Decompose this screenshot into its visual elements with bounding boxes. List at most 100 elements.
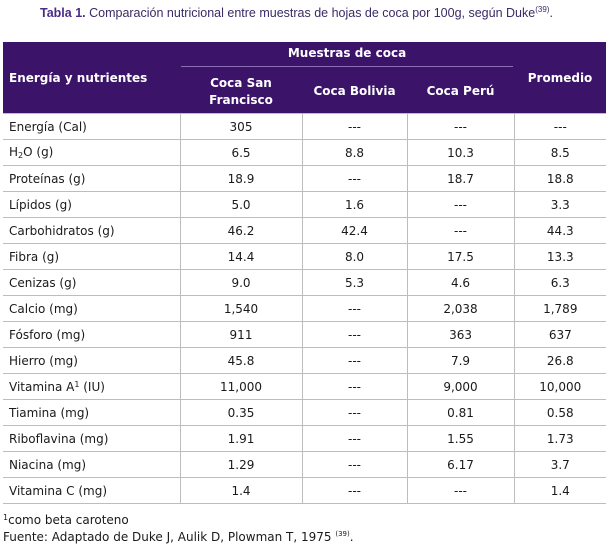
cell-promedio: 10,000: [513, 373, 607, 400]
table-row: Calcio (mg) 1,540 --- 2,038 1,789: [3, 295, 607, 322]
row-label-subscript: 2: [18, 151, 24, 160]
cell-promedio: 13.3: [513, 243, 607, 270]
cell-coca-san-francisco: 1.29: [179, 451, 302, 478]
cell-coca-san-francisco: 46.2: [179, 217, 302, 244]
row-label-text-end: (IU): [79, 379, 105, 394]
cell-coca-bolivia: ---: [301, 321, 407, 348]
row-label-text: Lípidos (g): [9, 197, 72, 212]
cell-coca-bolivia: ---: [301, 113, 407, 140]
row-label: H2O (g): [3, 139, 180, 166]
table-row: Cenizas (g) 9.0 5.3 4.6 6.3: [3, 269, 607, 296]
cell-promedio: 26.8: [513, 347, 607, 374]
table-body: Energía (Cal) 305 --- --- --- H2O (g) 6.5 8.8 10…: [3, 113, 607, 504]
header-promedio: Promedio: [514, 42, 607, 114]
table-row: Tiamina (mg) 0.35 --- 0.81 0.58: [3, 399, 607, 426]
row-label: Fósforo (mg): [3, 321, 180, 348]
cell-coca-bolivia: 8.0: [301, 243, 407, 270]
table-row: Fósforo (mg) 911 --- 363 637: [3, 321, 607, 348]
cell-coca-peru: ---: [406, 477, 515, 504]
cell-coca-bolivia: 42.4: [301, 217, 407, 244]
cell-coca-peru: 10.3: [406, 139, 515, 166]
header-energy: Energía y nutrientes: [3, 42, 180, 114]
row-label-superscript: 1: [74, 379, 80, 389]
cell-coca-peru: 1.55: [406, 425, 515, 452]
cell-coca-san-francisco: 0.35: [179, 399, 302, 426]
cell-coca-peru: 9,000: [406, 373, 515, 400]
row-label: Fibra (g): [3, 243, 180, 270]
cell-coca-peru: ---: [406, 191, 515, 218]
cell-coca-san-francisco: 5.0: [179, 191, 302, 218]
row-label: Energía (Cal): [3, 113, 180, 140]
row-label: Lípidos (g): [3, 191, 180, 218]
footnote-mark: 1: [3, 513, 9, 522]
caption-text: Comparación nutricional entre muestras d…: [85, 6, 536, 21]
cell-promedio: 1.73: [513, 425, 607, 452]
row-label: Hierro (mg): [3, 347, 180, 374]
row-label-text: Niacina (mg): [9, 457, 87, 472]
row-label: Vitamina A1 (IU): [3, 373, 180, 400]
table-row: Vitamina A1 (IU) 11,000 --- 9,000 10,000: [3, 373, 607, 400]
row-label: Cenizas (g): [3, 269, 180, 296]
table-row: Carbohidratos (g) 46.2 42.4 --- 44.3: [3, 217, 607, 244]
cell-promedio: 3.7: [513, 451, 607, 478]
cell-coca-san-francisco: 1.91: [179, 425, 302, 452]
cell-promedio: 8.5: [513, 139, 607, 166]
row-label-text: Riboflavina (mg): [9, 431, 109, 446]
row-label-text: Proteínas (g): [9, 171, 86, 186]
cell-coca-bolivia: ---: [301, 399, 407, 426]
cell-promedio: 3.3: [513, 191, 607, 218]
cell-coca-san-francisco: 305: [179, 113, 302, 140]
row-label: Proteínas (g): [3, 165, 180, 192]
cell-promedio: 1.4: [513, 477, 607, 504]
cell-coca-peru: 4.6: [406, 269, 515, 296]
row-label-text: H: [9, 145, 19, 159]
row-label-text-end: O (g): [23, 145, 54, 159]
table-row: Niacina (mg) 1.29 --- 6.17 3.7: [3, 451, 607, 478]
header-coca-bolivia: Coca Bolivia: [302, 70, 407, 114]
cell-coca-bolivia: 5.3: [301, 269, 407, 296]
row-label-text: Carbohidratos (g): [9, 223, 115, 238]
cell-coca-bolivia: 8.8: [301, 139, 407, 166]
cell-promedio: 6.3: [513, 269, 607, 296]
footnote-text: como beta caroteno: [8, 513, 129, 527]
cell-coca-peru: 17.5: [406, 243, 515, 270]
row-label-text: Vitamina C (mg): [9, 483, 107, 498]
cell-promedio: 637: [513, 321, 607, 348]
cell-coca-san-francisco: 911: [179, 321, 302, 348]
footnote: 1como beta caroteno: [3, 513, 129, 527]
cell-coca-san-francisco: 6.5: [179, 139, 302, 166]
cell-coca-peru: ---: [406, 217, 515, 244]
table-row: Fibra (g) 14.4 8.0 17.5 13.3: [3, 243, 607, 270]
row-label-text: Calcio (mg): [9, 301, 78, 316]
cell-coca-san-francisco: 18.9: [179, 165, 302, 192]
table-row: Proteínas (g) 18.9 --- 18.7 18.8: [3, 165, 607, 192]
row-label: Riboflavina (mg): [3, 425, 180, 452]
source-end: .: [349, 530, 354, 544]
cell-promedio: 18.8: [513, 165, 607, 192]
header-coca-san-francisco: Coca San Francisco: [180, 70, 302, 114]
cell-promedio: 0.58: [513, 399, 607, 426]
cell-coca-san-francisco: 45.8: [179, 347, 302, 374]
caption-end: .: [549, 6, 553, 21]
table-caption: Tabla 1. Comparación nutricional entre m…: [40, 5, 553, 20]
cell-coca-bolivia: ---: [301, 347, 407, 374]
cell-coca-peru: 363: [406, 321, 515, 348]
table-row: H2O (g) 6.5 8.8 10.3 8.5: [3, 139, 607, 166]
cell-coca-san-francisco: 14.4: [179, 243, 302, 270]
row-label-text: Energía (Cal): [9, 119, 87, 134]
source-text: Fuente: Adaptado de Duke J, Aulik D, Plo…: [3, 530, 336, 544]
table-row: Hierro (mg) 45.8 --- 7.9 26.8: [3, 347, 607, 374]
cell-coca-san-francisco: 1.4: [179, 477, 302, 504]
cell-coca-bolivia: ---: [301, 477, 407, 504]
header-coca-peru: Coca Perú: [407, 70, 515, 114]
cell-coca-peru: 2,038: [406, 295, 515, 322]
table-row: Lípidos (g) 5.0 1.6 --- 3.3: [3, 191, 607, 218]
header-group-label: Muestras de coca: [181, 46, 514, 67]
row-label: Tiamina (mg): [3, 399, 180, 426]
cell-promedio: 44.3: [513, 217, 607, 244]
row-label-text: Fibra (g): [9, 249, 60, 264]
source-reference: (39): [335, 530, 350, 538]
cell-coca-peru: ---: [406, 113, 515, 140]
row-label-text: Cenizas (g): [9, 275, 77, 290]
row-label-text: Hierro (mg): [9, 353, 78, 368]
